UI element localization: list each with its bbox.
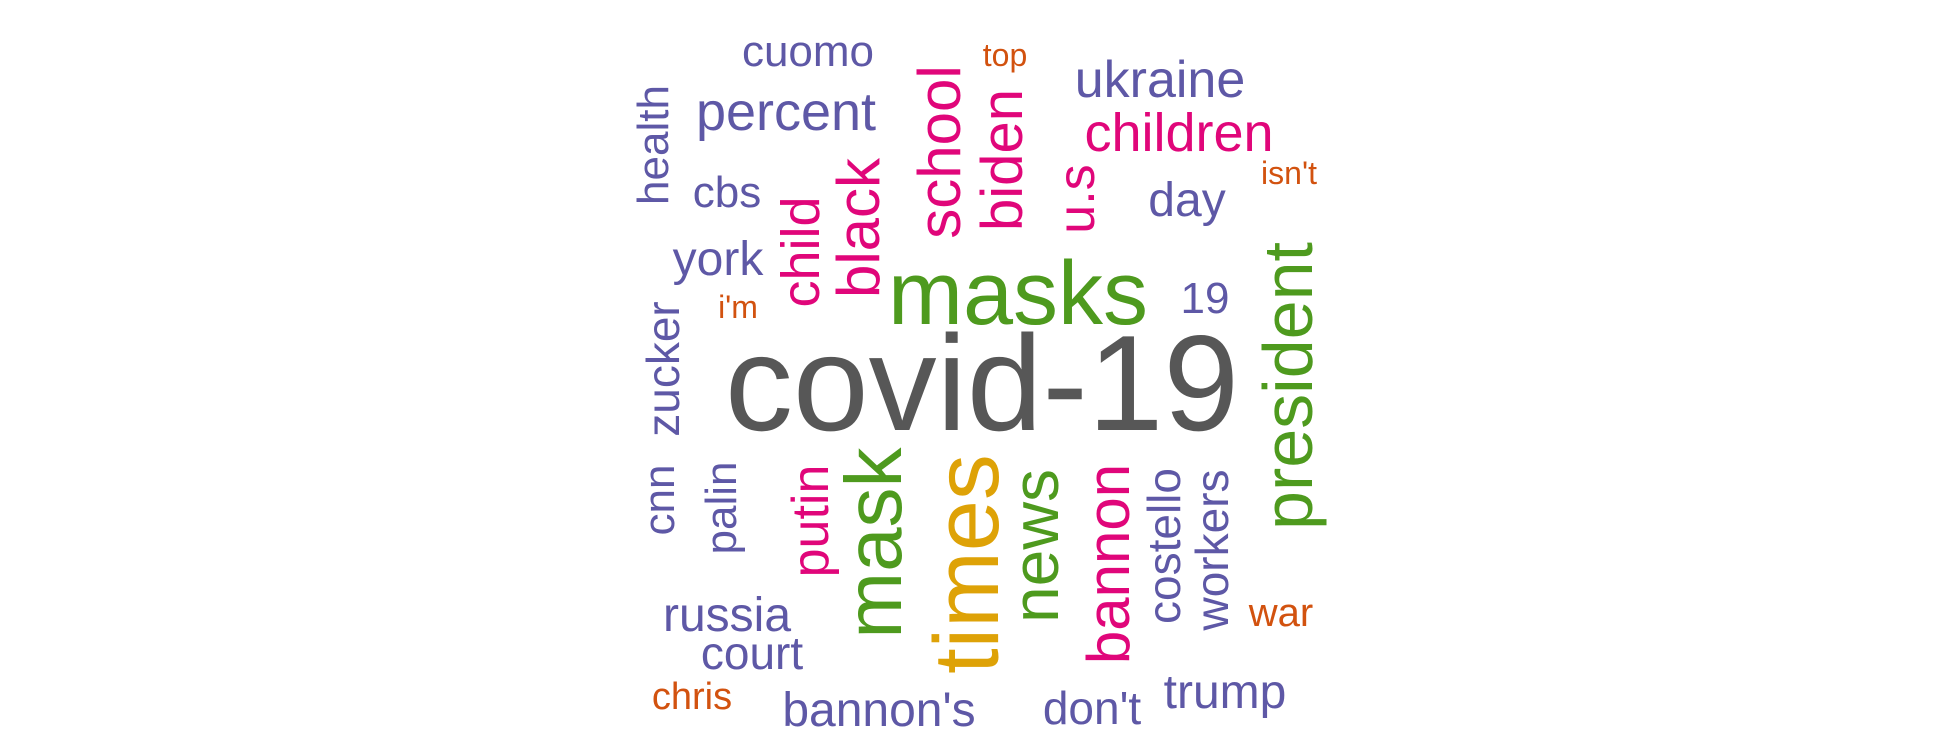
word-im: i'm: [718, 289, 758, 325]
word-palin: palin: [697, 461, 746, 555]
word-russia: russia: [662, 589, 792, 642]
word-u-s: u.s: [1048, 164, 1106, 234]
word-black: black: [825, 157, 892, 299]
word-mask: mask: [829, 447, 918, 639]
word-biden: biden: [970, 89, 1035, 231]
word-dont: don't: [1042, 682, 1142, 734]
word-top: top: [982, 37, 1028, 73]
word-child: child: [771, 196, 831, 308]
word-zucker: zucker: [637, 301, 689, 437]
word-ukraine: ukraine: [1074, 51, 1246, 109]
word-isnt: isn't: [1261, 155, 1317, 191]
word-health: health: [629, 85, 678, 205]
word-york: york: [672, 233, 764, 286]
word-news: news: [998, 468, 1072, 624]
word-covid-19: covid-19: [724, 307, 1240, 459]
word-cuomo: cuomo: [741, 27, 875, 76]
word-bannons: bannon's: [782, 684, 976, 737]
word-costello: costello: [1138, 468, 1190, 624]
word-day: day: [1148, 174, 1226, 227]
word-bannon: bannon: [1075, 463, 1142, 665]
word-putin: putin: [782, 464, 840, 578]
word-court: court: [700, 627, 804, 679]
word-children: children: [1084, 103, 1274, 163]
word-cnn: cnn: [635, 464, 684, 536]
word-president: president: [1249, 242, 1327, 530]
word-trump: trump: [1163, 666, 1287, 719]
word-19: 19: [1180, 274, 1230, 323]
word-workers: workers: [1186, 469, 1238, 631]
word-cbs: cbs: [692, 168, 762, 217]
word-war: war: [1248, 591, 1314, 635]
word-percent: percent: [695, 82, 877, 142]
word-masks: masks: [887, 244, 1149, 344]
word-school: school: [906, 65, 973, 239]
word-chris: chris: [651, 676, 733, 718]
